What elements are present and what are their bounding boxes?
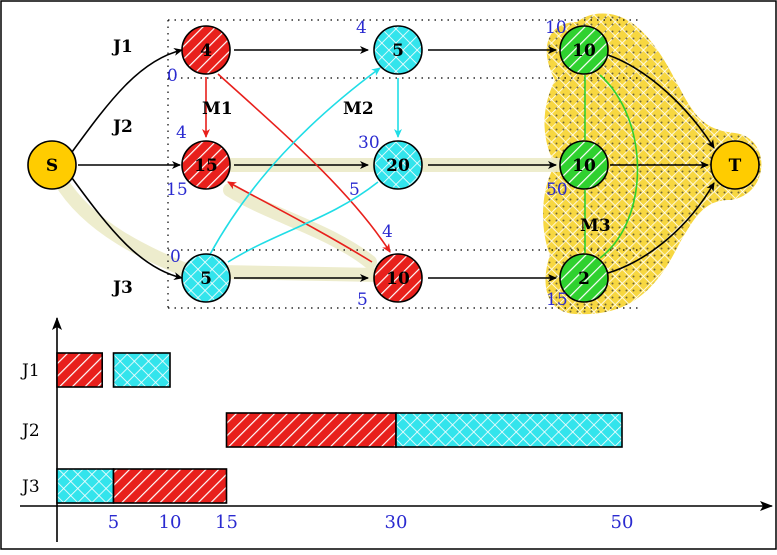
gantt-tick-label: 15 [215, 512, 238, 533]
machine-label-m3: M3 [580, 216, 611, 236]
gantt-row-label: J1 [20, 361, 40, 381]
gantt-tick-label: 5 [108, 512, 119, 533]
time-labels: 0 4 10 4 15 30 5 50 0 4 5 15 [166, 18, 568, 310]
node-duration: 5 [200, 269, 212, 289]
node-j3-op3: 2 [559, 253, 609, 303]
source-node: S [27, 140, 77, 190]
start-time-label: 4 [176, 123, 187, 143]
node-j1-op3: 10 [559, 25, 609, 75]
gantt-bar [225, 412, 397, 448]
job-arcs [71, 46, 715, 282]
gantt-chart: J1 J2 J3 5 10 15 30 50 [20, 317, 773, 542]
sink-node: T [710, 140, 760, 190]
node-j1-op2: 5 [373, 25, 423, 75]
gantt-tick-label: 50 [611, 512, 634, 533]
gantt-bar [395, 412, 623, 448]
machine-label-m1: M1 [202, 99, 233, 119]
start-time-label: 10 [545, 18, 567, 38]
node-j1-op1: 4 [181, 25, 231, 75]
node-duration: 5 [392, 41, 404, 61]
gantt-row-label: J2 [20, 421, 40, 441]
job-label-j2: J2 [111, 117, 133, 137]
gantt-bar [112, 468, 228, 504]
node-j3-op2: 10 [373, 253, 423, 303]
node-duration: 10 [386, 269, 410, 289]
source-label: S [46, 156, 58, 176]
grid-lines [167, 19, 640, 309]
machine-m3-arcs [584, 74, 639, 259]
gantt-row-label: J3 [20, 477, 40, 497]
critical-path-highlight [53, 158, 587, 282]
end-time-label: 5 [349, 180, 360, 200]
node-j2-op3: 10 [559, 140, 609, 190]
gantt-tick-label: 10 [159, 512, 182, 533]
machine-m1-arcs [202, 73, 391, 263]
node-duration: 10 [572, 41, 596, 61]
node-duration: 4 [200, 41, 212, 61]
start-time-label: 4 [356, 18, 367, 38]
sink-label: T [729, 156, 742, 176]
node-j2-op2: 20 [373, 140, 423, 190]
machine-m3-region [543, 13, 762, 315]
operation-nodes: 4 5 10 15 20 10 5 10 2 [181, 25, 609, 303]
node-duration: 20 [386, 156, 410, 176]
node-duration: 10 [572, 156, 596, 176]
start-time-label: 15 [546, 290, 568, 310]
machine-label-m2: M2 [343, 99, 374, 119]
node-duration: 15 [194, 156, 218, 176]
gantt-bar [112, 352, 171, 388]
end-time-label: 15 [166, 180, 188, 200]
end-time-label: 5 [357, 290, 368, 310]
start-time-label: 0 [167, 66, 178, 86]
node-j2-op1: 15 [181, 140, 231, 190]
job-label-j1: J1 [111, 37, 133, 57]
start-time-label: 50 [546, 180, 568, 200]
start-time-label: 0 [170, 247, 181, 267]
job-label-j3: J3 [111, 278, 133, 298]
node-j3-op1: 5 [181, 253, 231, 303]
node-duration: 2 [578, 269, 590, 289]
gantt-tick-label: 30 [385, 512, 408, 533]
gantt-bar [56, 468, 115, 504]
gantt-bar [56, 352, 104, 388]
machine-m2-arcs [207, 67, 402, 263]
start-time-label: 4 [382, 222, 393, 242]
start-time-label: 30 [358, 133, 380, 153]
